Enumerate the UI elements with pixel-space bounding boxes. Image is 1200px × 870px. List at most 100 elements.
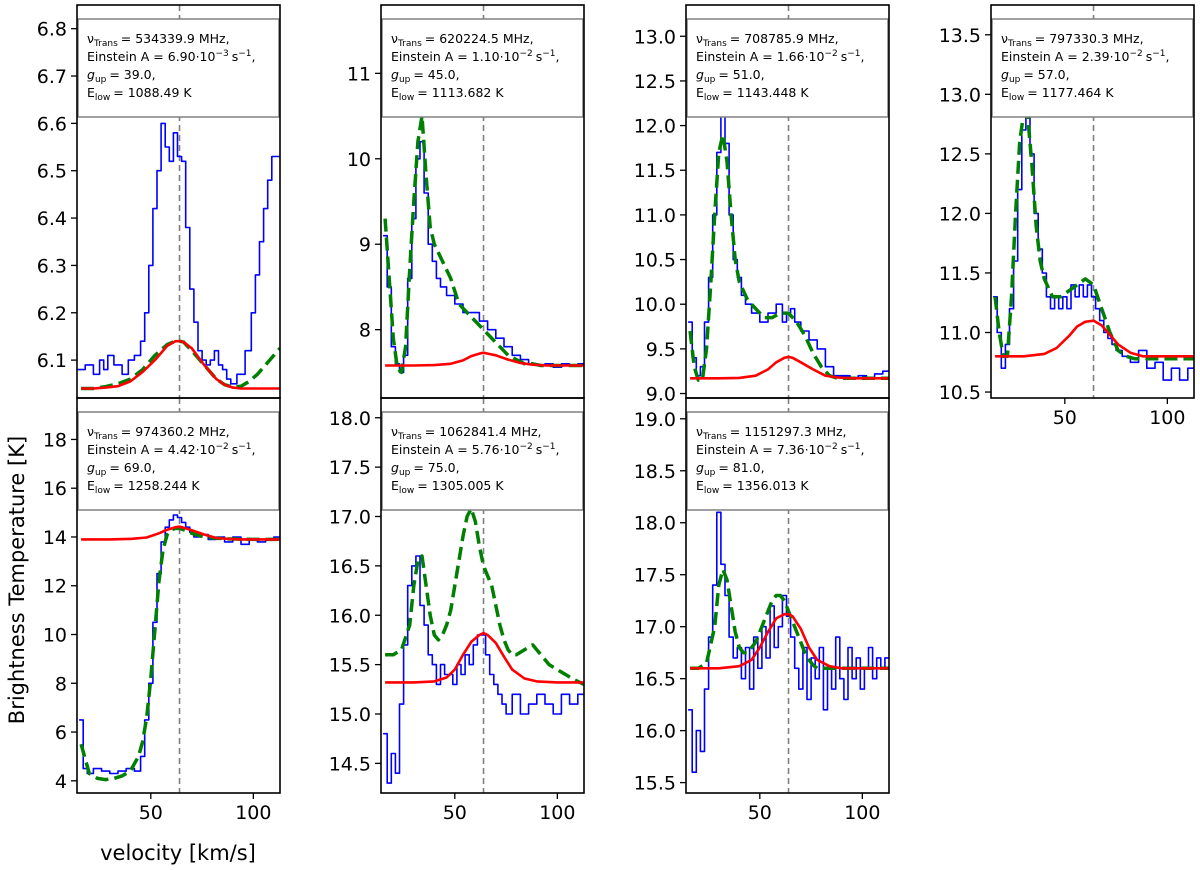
panel-4-series-model-total xyxy=(993,110,1194,361)
panel-1-y-tick-label: 6.6 xyxy=(37,113,67,135)
panel-5-info-box: νTrans = 974360.2 MHz,Einstein A = 4.42·1… xyxy=(77,411,280,511)
panels: νTrans = 534339.9 MHz,Einstein A = 6.90·1… xyxy=(37,4,1195,824)
panel-5-y-tick-label: 6 xyxy=(55,722,67,744)
panel-5-einstein-a: Einstein A = 4.42·10−2 s−1, xyxy=(87,442,256,457)
panel-3-series-model-total xyxy=(688,132,889,382)
panel-3-einstein-a: Einstein A = 1.66·10−2 s−1, xyxy=(696,49,865,64)
panel-5-y-tick-label: 8 xyxy=(55,673,67,695)
panel-5-y-tick-label: 10 xyxy=(43,625,67,647)
panel-3: νTrans = 708785.9 MHz,Einstein A = 1.66·1… xyxy=(634,4,890,406)
panel-2-series-model-line xyxy=(385,351,584,367)
panel-5-info-box-frame xyxy=(77,411,280,511)
panel-5-y-tick-label: 4 xyxy=(55,771,67,793)
panel-7-einstein-a: Einstein A = 7.36·10−2 s−1, xyxy=(696,442,865,457)
panel-5-frame xyxy=(76,397,281,794)
panel-2-y-tick-label: 8 xyxy=(359,320,371,342)
panel-5: νTrans = 974360.2 MHz,Einstein A = 4.42·1… xyxy=(43,397,281,824)
panel-6-info-box-frame xyxy=(381,411,584,511)
panel-3-y-tick-label: 11.5 xyxy=(634,160,676,182)
panel-3-info-box-frame xyxy=(686,18,889,118)
panel-2-info-box-frame xyxy=(381,18,584,118)
panel-6-y-tick-label: 14.5 xyxy=(329,753,371,775)
panel-3-y-tick-label: 9.5 xyxy=(646,339,676,361)
panel-2-info-box: νTrans = 620224.5 MHz,Einstein A = 1.10·1… xyxy=(381,18,584,118)
panel-5-y-tick-label: 16 xyxy=(43,478,67,500)
panel-6-frame xyxy=(380,397,585,794)
panel-7-series-model-total xyxy=(690,567,889,671)
panel-6-y-tick-label: 16.5 xyxy=(329,556,371,578)
panel-2-einstein-a: Einstein A = 1.10·10−2 s−1, xyxy=(391,49,560,64)
panel-1-series-model-line xyxy=(81,339,280,390)
panel-1-y-tick-label: 6.8 xyxy=(37,19,67,41)
panel-7-y-tick-label: 15.5 xyxy=(634,773,676,795)
panel-3-y-tick-label: 12.0 xyxy=(634,116,676,138)
panel-6-y-tick-label: 16.0 xyxy=(329,605,371,627)
panel-7-series-model-line xyxy=(690,612,889,670)
panel-4-info-box: νTrans = 797330.3 MHz,Einstein A = 2.39·1… xyxy=(991,18,1194,118)
panel-7-x-tick-label: 100 xyxy=(844,802,880,824)
panel-5-y-tick-label: 12 xyxy=(43,576,67,598)
panel-4-frequency: νTrans = 797330.3 MHz, xyxy=(1001,31,1144,49)
panel-5-x-tick-label: 100 xyxy=(235,802,271,824)
panel-3-frequency: νTrans = 708785.9 MHz, xyxy=(696,31,839,49)
panel-1-y-tick-label: 6.4 xyxy=(37,208,67,230)
panel-7-frame xyxy=(685,397,890,794)
panel-5-series-observed xyxy=(79,514,280,775)
panel-1-y-tick-label: 6.5 xyxy=(37,161,67,183)
panel-4-e-low: Elow = 1177.464 K xyxy=(1001,85,1114,103)
panel-5-g-up: gup = 69.0, xyxy=(87,460,156,478)
panel-4-y-tick-label: 13.0 xyxy=(939,84,981,106)
panel-7-e-low: Elow = 1356.013 K xyxy=(696,478,809,496)
panel-1: νTrans = 534339.9 MHz,Einstein A = 6.90·1… xyxy=(37,4,281,399)
y-axis-title: Brightness Temperature [K] xyxy=(5,436,29,724)
panel-6-info-box: νTrans = 1062841.4 MHz,Einstein A = 5.76·… xyxy=(381,411,584,511)
panel-3-y-tick-label: 13.0 xyxy=(634,26,676,48)
panel-4-x-tick-label: 100 xyxy=(1149,407,1185,429)
panel-4-y-tick-label: 10.5 xyxy=(939,382,981,404)
panel-3-y-tick-label: 10.5 xyxy=(634,250,676,272)
panel-4-y-tick-label: 13.5 xyxy=(939,25,981,47)
panel-6-y-tick-label: 18.0 xyxy=(329,408,371,430)
panel-6-y-tick-label: 17.0 xyxy=(329,507,371,529)
panel-6-g-up: gup = 75.0, xyxy=(391,460,460,478)
panel-7-y-tick-label: 17.5 xyxy=(634,565,676,587)
panel-1-e-low: Elow = 1088.49 K xyxy=(87,85,192,103)
panel-1-info-box: νTrans = 534339.9 MHz,Einstein A = 6.90·1… xyxy=(77,18,280,118)
panel-3-y-tick-label: 9.0 xyxy=(646,384,676,406)
panel-2-series-observed xyxy=(383,140,584,374)
panel-2-frequency: νTrans = 620224.5 MHz, xyxy=(391,31,534,49)
panel-4: νTrans = 797330.3 MHz,Einstein A = 2.39·1… xyxy=(939,4,1195,429)
panel-3-e-low: Elow = 1143.448 K xyxy=(696,85,809,103)
panel-3-y-tick-label: 10.0 xyxy=(634,294,676,316)
panel-3-info-box: νTrans = 708785.9 MHz,Einstein A = 1.66·1… xyxy=(686,18,889,118)
panel-3-series-observed xyxy=(688,115,889,379)
panel-4-series-model-line xyxy=(995,319,1194,358)
panel-6-x-tick-label: 50 xyxy=(443,802,467,824)
panel-2-g-up: gup = 45.0, xyxy=(391,67,460,85)
panel-4-g-up: gup = 57.0, xyxy=(1001,67,1070,85)
panel-4-x-tick-label: 50 xyxy=(1053,407,1077,429)
panel-1-info-box-frame xyxy=(77,18,280,118)
panel-7-y-tick-label: 18.0 xyxy=(634,513,676,535)
panel-5-y-tick-label: 18 xyxy=(43,429,67,451)
panel-3-g-up: gup = 51.0, xyxy=(696,67,765,85)
panel-6-frequency: νTrans = 1062841.4 MHz, xyxy=(391,424,542,442)
panel-3-series-model-line xyxy=(690,355,889,380)
panel-7-g-up: gup = 81.0, xyxy=(696,460,765,478)
panel-1-einstein-a: Einstein A = 6.90·10−3 s−1, xyxy=(87,49,256,64)
panel-5-y-tick-label: 14 xyxy=(43,527,67,549)
panel-4-series-observed xyxy=(993,117,1194,381)
panel-1-series-observed xyxy=(77,122,280,385)
panel-5-x-tick-label: 50 xyxy=(139,802,163,824)
panel-1-y-tick-label: 6.2 xyxy=(37,303,67,325)
panel-5-e-low: Elow = 1258.244 K xyxy=(87,478,200,496)
panel-1-y-tick-label: 6.1 xyxy=(37,350,67,372)
panel-4-info-box-frame xyxy=(991,18,1194,118)
panel-2-y-tick-label: 10 xyxy=(347,149,371,171)
panel-7-x-tick-label: 50 xyxy=(748,802,772,824)
x-axis-title: velocity [km/s] xyxy=(100,841,256,865)
panel-7-info-box: νTrans = 1151297.3 MHz,Einstein A = 7.36·… xyxy=(686,411,889,511)
panel-7: νTrans = 1151297.3 MHz,Einstein A = 7.36·… xyxy=(634,397,890,824)
panel-6-x-tick-label: 100 xyxy=(539,802,575,824)
